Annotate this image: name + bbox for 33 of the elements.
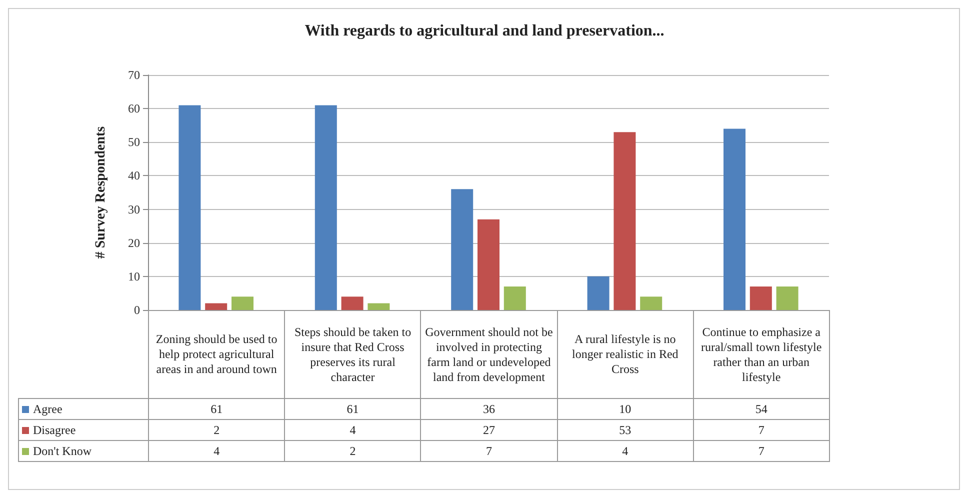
data-label: 2 bbox=[284, 440, 421, 462]
y-axis-title: # Survey Respondents bbox=[94, 126, 108, 259]
x-tick-label: A rural lifestyle is no longer realistic in Red Cross bbox=[557, 310, 694, 398]
x-tick-label: Government should not be involved in protecting farm land or undeveloped land from development bbox=[420, 310, 558, 398]
data-label: 4 bbox=[148, 440, 285, 462]
legend-label: Agree bbox=[18, 398, 148, 420]
y-tick-label: 10 bbox=[128, 269, 140, 284]
data-label: 7 bbox=[693, 420, 830, 440]
y-tick-label: 70 bbox=[128, 68, 140, 82]
data-label: 61 bbox=[148, 398, 285, 420]
y-tick-label: 20 bbox=[128, 236, 140, 250]
y-tick-label: 40 bbox=[128, 168, 140, 183]
y-tick-label: 0 bbox=[134, 303, 140, 317]
data-label: 7 bbox=[420, 440, 558, 462]
data-label: 54 bbox=[693, 398, 830, 420]
data-label: 2 bbox=[148, 420, 285, 440]
data-label: 53 bbox=[557, 420, 694, 440]
legend-label: Don't Know bbox=[18, 440, 148, 462]
data-label: 7 bbox=[693, 440, 830, 462]
legend-label: Disagree bbox=[18, 420, 148, 440]
data-label: 27 bbox=[420, 420, 558, 440]
data-label: 4 bbox=[557, 440, 694, 462]
data-label: 10 bbox=[557, 398, 694, 420]
y-tick-label: 30 bbox=[128, 202, 140, 216]
y-tick-label: 50 bbox=[128, 135, 140, 150]
data-label: 61 bbox=[284, 398, 421, 420]
data-label: 4 bbox=[284, 420, 421, 440]
x-tick-label: Steps should be taken to insure that Red Cross preserves its rural character bbox=[284, 310, 421, 398]
chart-title: With regards to agricultural and land preservation... bbox=[304, 22, 664, 40]
x-tick-label: Continue to emphasize a rural/small town lifestyle rather than an urban lifestyle bbox=[693, 310, 830, 398]
data-label: 36 bbox=[420, 398, 558, 420]
y-tick-label: 60 bbox=[128, 102, 140, 116]
x-tick-label: Zoning should be used to help protect agricultural areas in and around town bbox=[148, 310, 285, 398]
